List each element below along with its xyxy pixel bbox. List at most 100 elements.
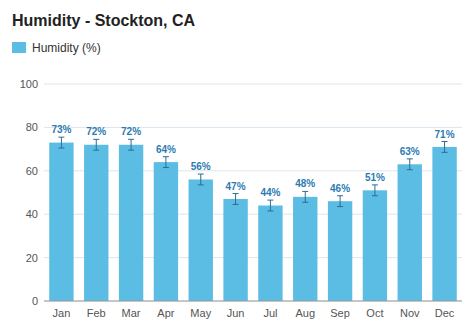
error-cap [337, 195, 343, 196]
x-tick-label: Dec [435, 307, 455, 319]
bar [328, 201, 352, 301]
chart: Humidity - Stockton, CA Humidity (%) 0 20 40… [0, 0, 474, 331]
title: Humidity - Stockton, CA [12, 12, 196, 29]
x-tick-label: Jan [53, 307, 71, 319]
x-tick-label: Apr [157, 307, 174, 319]
plot-area [49, 137, 457, 301]
error-cap [128, 139, 134, 140]
error-cap [302, 202, 308, 203]
error-bar [58, 137, 64, 148]
data-label: 71% [435, 129, 455, 140]
error-line [131, 139, 132, 150]
data-label: 51% [365, 172, 385, 183]
x-tick-label: Oct [366, 307, 383, 319]
x-tick-label: Feb [87, 307, 106, 319]
bar [49, 143, 73, 301]
x-tick-label: Aug [295, 307, 315, 319]
error-line [200, 174, 201, 185]
y-tick-label: 20 [26, 252, 38, 264]
error-bar [198, 174, 204, 185]
x-tick-label: Jun [227, 307, 245, 319]
bar [398, 164, 422, 301]
error-bar [163, 157, 169, 168]
error-bar [128, 139, 134, 150]
error-cap [163, 167, 169, 168]
y-tick-label: 80 [26, 121, 38, 133]
error-cap [407, 158, 413, 159]
error-cap [302, 191, 308, 192]
error-cap [93, 139, 99, 140]
error-cap [267, 200, 273, 201]
data-label: 48% [295, 178, 315, 189]
bar [223, 199, 247, 301]
data-label: 73% [51, 124, 71, 135]
error-cap [337, 206, 343, 207]
error-cap [198, 174, 204, 175]
bar [293, 197, 317, 301]
y-tick-label: 60 [26, 165, 38, 177]
data-label: 46% [330, 183, 350, 194]
error-cap [407, 169, 413, 170]
error-line [96, 139, 97, 150]
y-tick-label: 0 [32, 295, 38, 307]
error-cap [372, 195, 378, 196]
x-axis-line [44, 301, 462, 302]
bar [84, 145, 108, 301]
grid-line [44, 127, 462, 128]
data-label: 44% [260, 187, 280, 198]
bar [119, 145, 143, 301]
error-cap [233, 204, 239, 205]
error-line [409, 159, 410, 170]
x-tick-label: Mar [122, 307, 141, 319]
error-cap [58, 137, 64, 138]
error-line [165, 157, 166, 168]
error-line [374, 185, 375, 196]
legend-label: Humidity (%) [32, 41, 101, 55]
error-bar [337, 196, 343, 207]
x-tick-label: Jul [263, 307, 277, 319]
error-line [61, 137, 62, 148]
y-tick-label: 100 [20, 78, 38, 90]
error-cap [198, 184, 204, 185]
error-line [444, 142, 445, 153]
bar [258, 206, 282, 301]
legend: Humidity (%) [12, 41, 101, 55]
data-label: 47% [226, 181, 246, 192]
legend-swatch [12, 42, 26, 53]
error-bar [407, 159, 413, 170]
error-bar [302, 191, 308, 202]
error-line [270, 200, 271, 211]
bar [432, 147, 456, 301]
error-cap [442, 141, 448, 142]
error-bar [233, 194, 239, 205]
x-tick-label: Sep [330, 307, 350, 319]
error-line [305, 191, 306, 202]
error-cap [233, 193, 239, 194]
bar [189, 179, 213, 301]
error-cap [58, 148, 64, 149]
data-label: 64% [156, 144, 176, 155]
data-label: 72% [121, 126, 141, 137]
error-cap [442, 152, 448, 153]
data-label: 63% [400, 146, 420, 157]
error-cap [267, 210, 273, 211]
error-bar [442, 142, 448, 153]
grid-line [44, 84, 462, 85]
error-cap [163, 156, 169, 157]
grid-line [44, 301, 462, 302]
error-cap [128, 150, 134, 151]
y-tick-label: 40 [26, 208, 38, 220]
error-cap [93, 150, 99, 151]
x-tick-label: May [190, 307, 211, 319]
data-label: 56% [191, 161, 211, 172]
data-label: 72% [86, 126, 106, 137]
x-tick-label: Nov [400, 307, 420, 319]
error-cap [372, 184, 378, 185]
bar [363, 190, 387, 301]
error-line [340, 196, 341, 207]
error-bar [267, 200, 273, 211]
error-bar [372, 185, 378, 196]
error-bar [93, 139, 99, 150]
error-line [235, 194, 236, 205]
bar [154, 162, 178, 301]
